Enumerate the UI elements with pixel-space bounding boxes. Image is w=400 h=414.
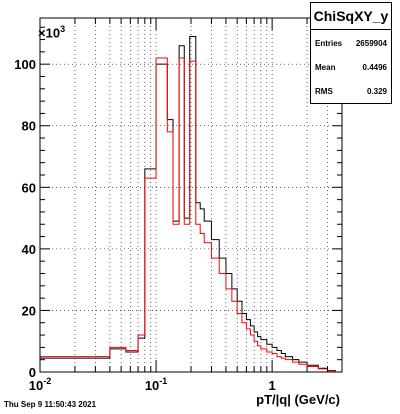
- y-tick-label: 0: [29, 365, 36, 380]
- y-tick-label: 20: [22, 303, 36, 318]
- stats-row-entries: Entries 2659904: [315, 39, 387, 48]
- stats-box: ChiSqXY_y Entries 2659904 Mean 0.4496 RM…: [310, 2, 392, 104]
- x-axis-label: pT/|q| (GeV/c): [256, 392, 340, 407]
- y-axis-multiplier: ×103: [38, 24, 66, 41]
- y-tick-label: 80: [22, 119, 36, 134]
- x-tick-label: 10-1: [145, 376, 167, 393]
- y-tick-label: 100: [14, 57, 36, 72]
- stats-row-mean: Mean 0.4496: [315, 63, 387, 72]
- series-layer: [40, 35, 336, 372]
- axis-tick-labels: 0 20 40 60 80 100 10-2 10-1 1: [14, 57, 275, 393]
- y-tick-label: 60: [22, 180, 36, 195]
- stats-title: ChiSqXY_y: [311, 3, 391, 30]
- stats-row-rms: RMS 0.329: [315, 87, 387, 96]
- histogram-series-1: [40, 57, 336, 372]
- x-tick-label: 1: [269, 378, 276, 393]
- y-tick-label: 40: [22, 242, 36, 257]
- histogram-series-0: [40, 35, 336, 372]
- x-tick-label: 10-2: [29, 376, 51, 393]
- axis-ticks: [39, 18, 343, 373]
- timestamp: Thu Sep 9 11:50:43 2021: [4, 400, 97, 409]
- grid-lines: [39, 18, 343, 372]
